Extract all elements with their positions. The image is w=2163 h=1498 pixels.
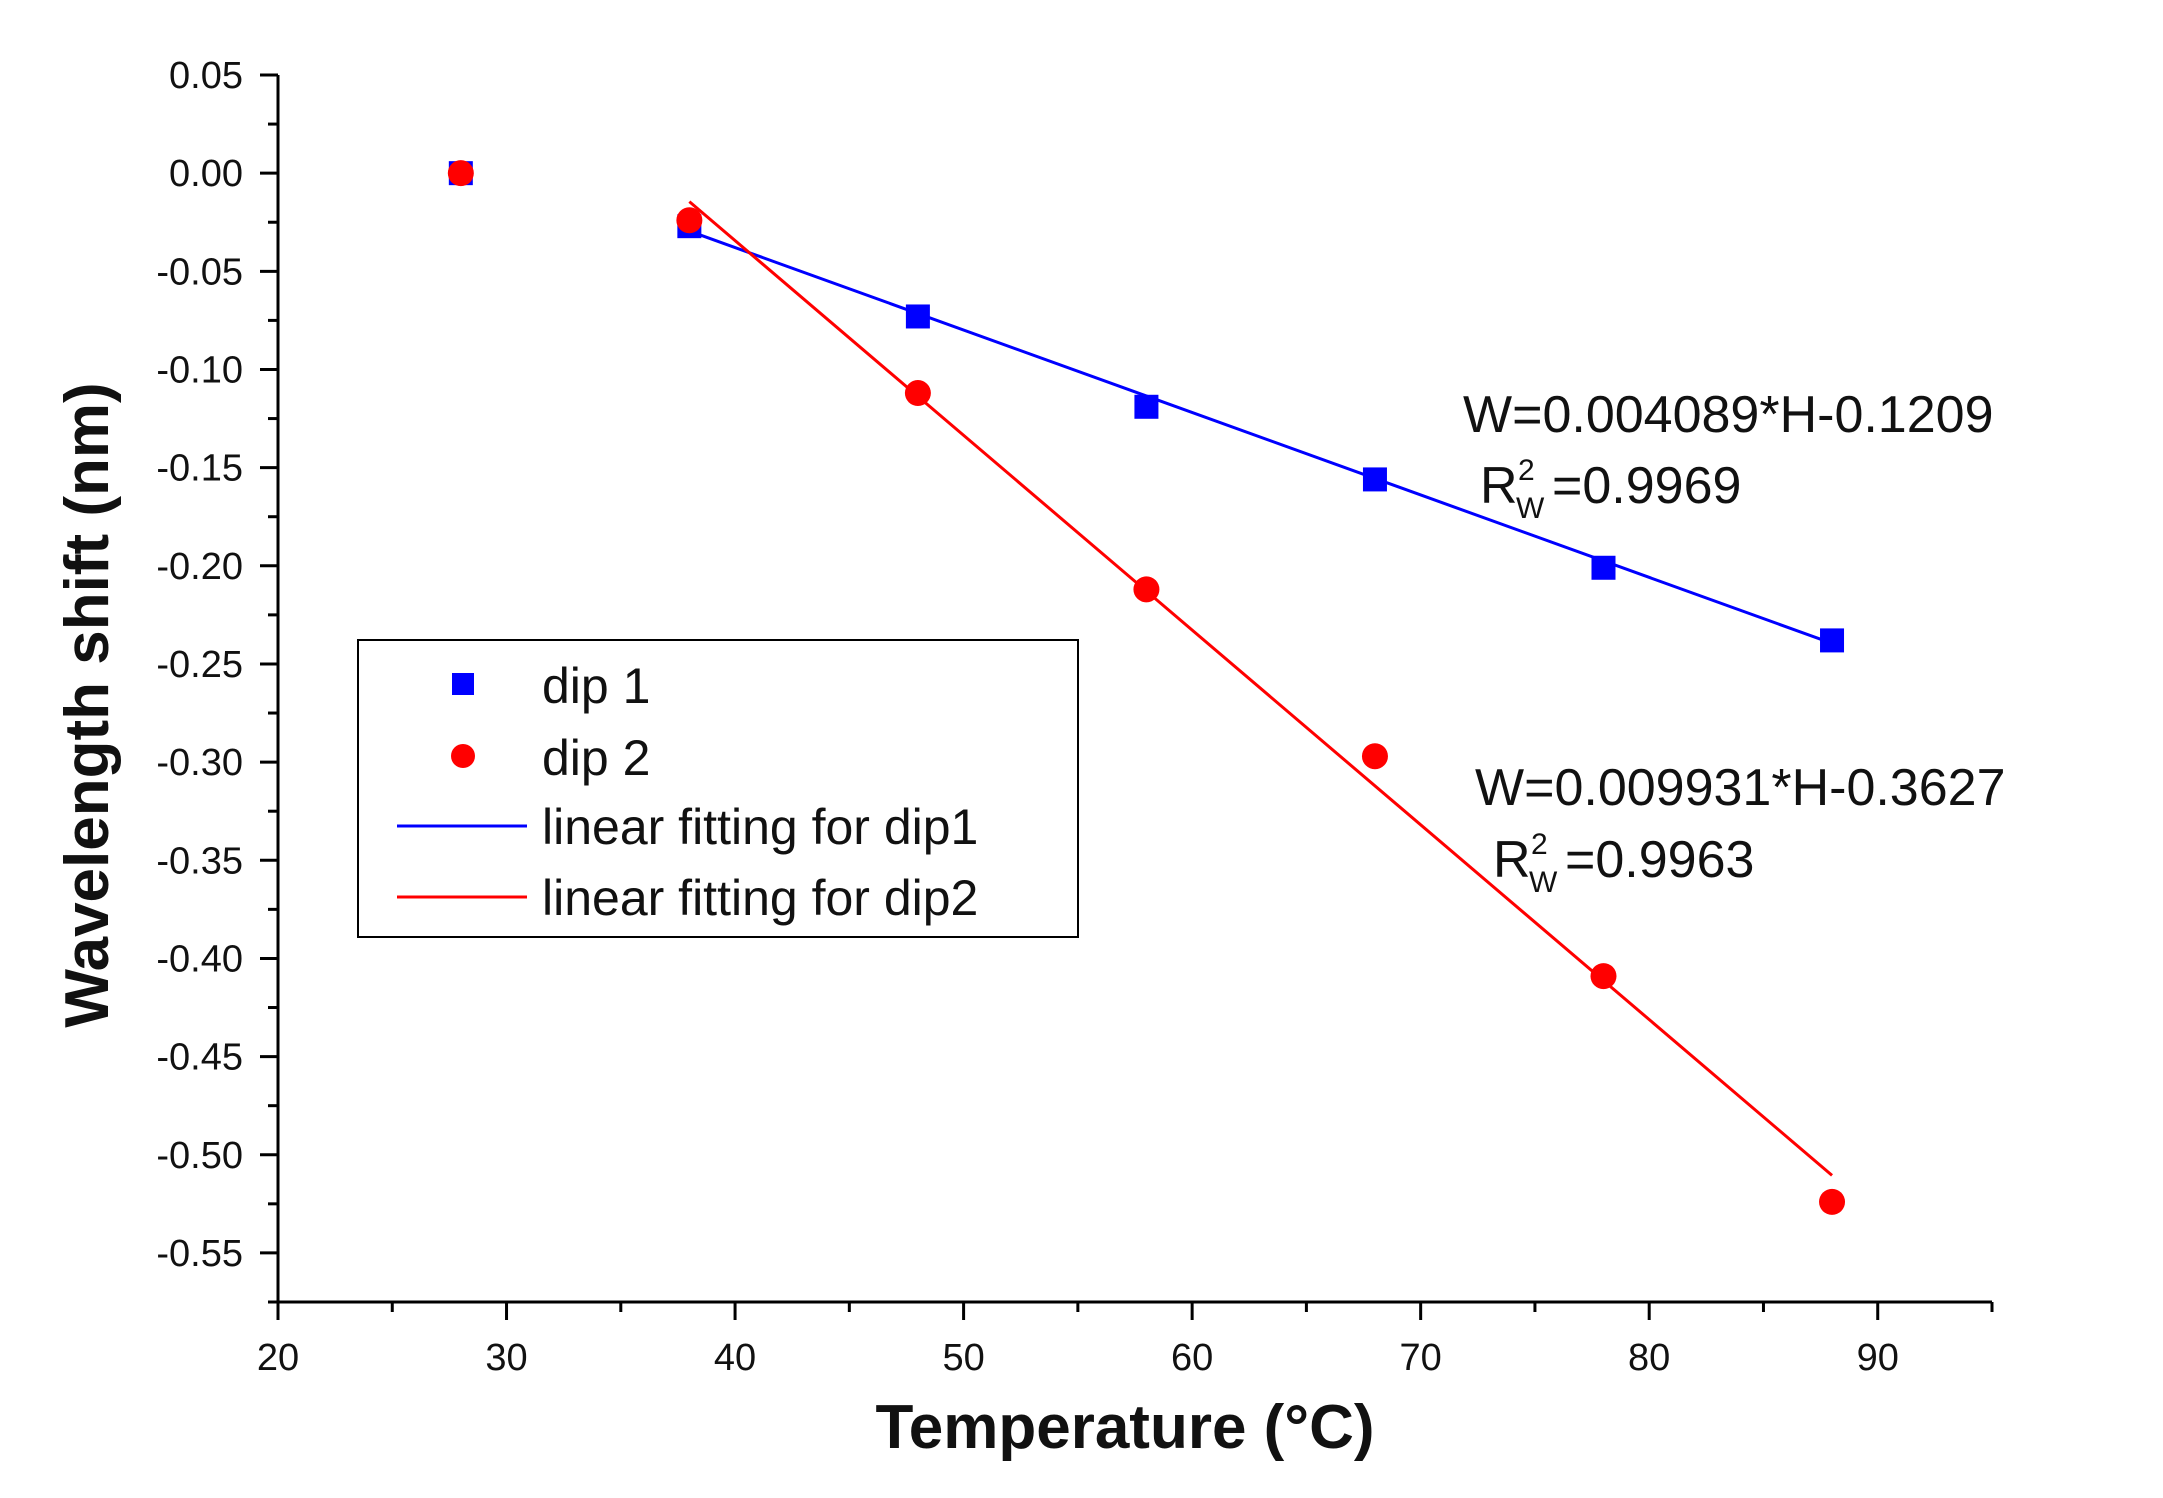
x-tick-label: 80 — [1628, 1337, 1670, 1379]
fit-line-dip2 — [688, 200, 1833, 1177]
y-axis-title: Wavelength shift (nm) — [53, 382, 122, 1027]
dip2-point — [1819, 1188, 1846, 1215]
legend-box — [357, 639, 1079, 938]
dip1-point — [1820, 628, 1845, 653]
legend-fit2-label: linear fitting for dip2 — [542, 870, 978, 926]
r-squared-sub-dip1: W — [1516, 492, 1545, 525]
y-tick-label: -0.55 — [156, 1233, 243, 1275]
y-tick-label: -0.15 — [156, 448, 243, 490]
x-tick-label: 60 — [1171, 1337, 1213, 1379]
x-tick-label: 90 — [1857, 1337, 1899, 1379]
r-squared-letter-dip1: R — [1480, 457, 1518, 515]
r-squared-value-dip2: =0.9963 — [1565, 831, 1754, 889]
fit-annotation-dip2: W=0.009931*H-0.3627 R 2 W =0.9963 — [1475, 759, 2006, 899]
x-tick-label: 30 — [485, 1337, 527, 1379]
y-tick-label: -0.30 — [156, 742, 243, 784]
dip1-point — [1591, 555, 1616, 580]
x-tick-label: 50 — [942, 1337, 984, 1379]
y-tick-label: -0.35 — [156, 840, 243, 882]
y-tick-label: -0.25 — [156, 644, 243, 686]
legend-dip1-label: dip 1 — [542, 658, 650, 714]
fit-equation-dip2: W=0.009931*H-0.3627 — [1475, 759, 2006, 817]
y-tick-label: -0.20 — [156, 546, 243, 588]
legend: dip 1 dip 2 linear fitting for dip1 line… — [357, 639, 1079, 938]
fit-annotation-dip1: W=0.004089*H-0.1209 R 2 W =0.9969 — [1463, 386, 1994, 525]
r-squared-sub-dip2: W — [1529, 866, 1558, 899]
y-tick-label: -0.50 — [156, 1135, 243, 1177]
markers — [447, 160, 1846, 1215]
y-tick-label: -0.40 — [156, 938, 243, 980]
dip2-point — [447, 160, 474, 187]
fit-line-dip1 — [688, 229, 1833, 645]
dip1-point — [1134, 394, 1159, 419]
legend-dip2-marker — [451, 744, 475, 768]
legend-dip1-marker — [452, 673, 474, 695]
legend-fit1-label: linear fitting for dip1 — [542, 799, 978, 855]
r-squared-sup-dip2: 2 — [1531, 828, 1548, 861]
r-squared-letter-dip2: R — [1493, 831, 1531, 889]
y-tick-label: -0.10 — [156, 349, 243, 391]
dip2-point — [1590, 963, 1617, 990]
y-tick-label: 0.05 — [169, 55, 243, 97]
dip2-point — [676, 207, 703, 234]
axes — [276, 75, 1992, 1304]
dip2-point — [1133, 576, 1160, 603]
fit-equation-dip1: W=0.004089*H-0.1209 — [1463, 386, 1994, 444]
legend-dip2-label: dip 2 — [542, 730, 650, 786]
y-tick-label: 0.00 — [169, 153, 243, 195]
dip2-point — [904, 380, 931, 407]
r-squared-sup-dip1: 2 — [1518, 454, 1535, 487]
fit-lines — [688, 200, 1833, 1177]
x-tick-label: 20 — [257, 1337, 299, 1379]
y-tick-label: -0.05 — [156, 251, 243, 293]
dip1-point — [1362, 467, 1387, 492]
x-axis-title: Temperature (°C) — [875, 1393, 1374, 1462]
dip1-point — [905, 304, 930, 329]
x-ticks: 20 30 40 50 60 70 80 90 — [257, 1302, 1994, 1379]
x-tick-label: 40 — [714, 1337, 756, 1379]
y-tick-label: -0.45 — [156, 1037, 243, 1079]
dip2-point — [1361, 743, 1388, 770]
y-ticks: 0.05 0.00 -0.05 -0.10 -0.15 -0.20 -0.25 -0.30 -0… — [156, 55, 278, 1304]
x-tick-label: 70 — [1400, 1337, 1442, 1379]
r-squared-value-dip1: =0.9969 — [1552, 457, 1741, 515]
